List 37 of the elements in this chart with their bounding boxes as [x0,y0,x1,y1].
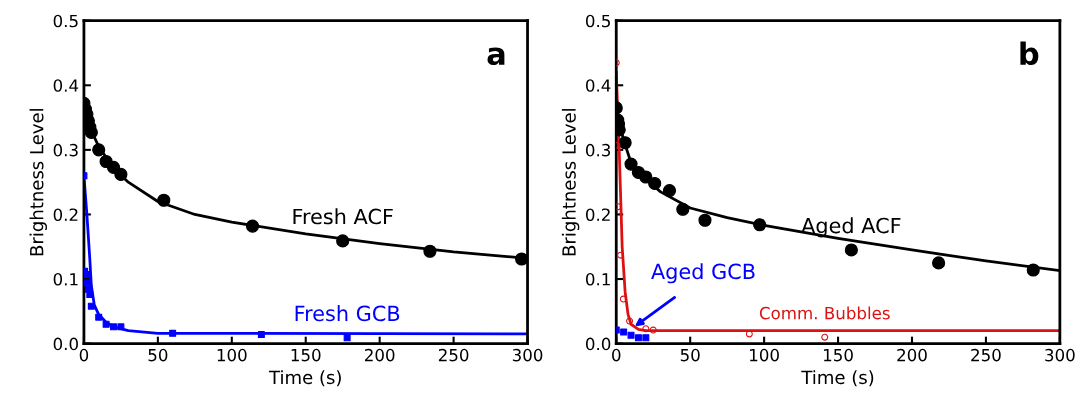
text: a [487,47,505,66]
x-tick-label: 150 [291,348,321,362]
x-tick-label: 0 [79,348,89,362]
x-axis-title: Time (s) [801,370,874,387]
y-axis-title: Brightness Level [29,109,48,256]
series-label: Aged ACF [801,217,901,238]
text: Aged GCB [651,263,755,284]
x-tick-label: 50 [680,348,700,362]
y-tick-label: 0.5 [585,14,610,28]
x-tick-label: 250 [438,348,469,362]
y-tick-label: 0.1 [585,273,610,286]
text: b [1020,41,1039,66]
y-tick-label: 0.4 [585,79,611,92]
y-tick-label: 0.0 [53,337,78,351]
y-tick-label: 0.0 [585,337,611,351]
x-axis-title: Time (s) [268,370,341,387]
y-tick-label: 0.2 [53,208,78,222]
series-label: Fresh GCB [295,305,400,322]
x-tick-label: 100 [217,348,247,362]
y-tick-label: 0.3 [585,143,611,157]
y-axis-title: Brightness Level [561,109,580,256]
y-tick-label: 0.3 [53,143,78,157]
y-tick-label: 0.4 [53,79,79,92]
series-label: Fresh ACF [293,208,393,225]
x-tick-label: 250 [971,348,1001,362]
x-tick-label: 0 [612,348,621,362]
x-tick-label: 50 [148,348,168,362]
y-tick-label: 0.2 [585,208,610,222]
y-tick-label: 0.5 [53,14,78,28]
x-tick-label: 200 [364,348,395,362]
x-tick-label: 300 [512,348,543,362]
x-tick-label: 150 [823,348,853,362]
y-tick-label: 0.1 [53,273,78,286]
series-label: Comm. Bubbles [759,306,890,320]
x-tick-label: 300 [1045,348,1075,362]
x-tick-label: 100 [750,348,779,362]
x-tick-label: 200 [897,348,927,362]
